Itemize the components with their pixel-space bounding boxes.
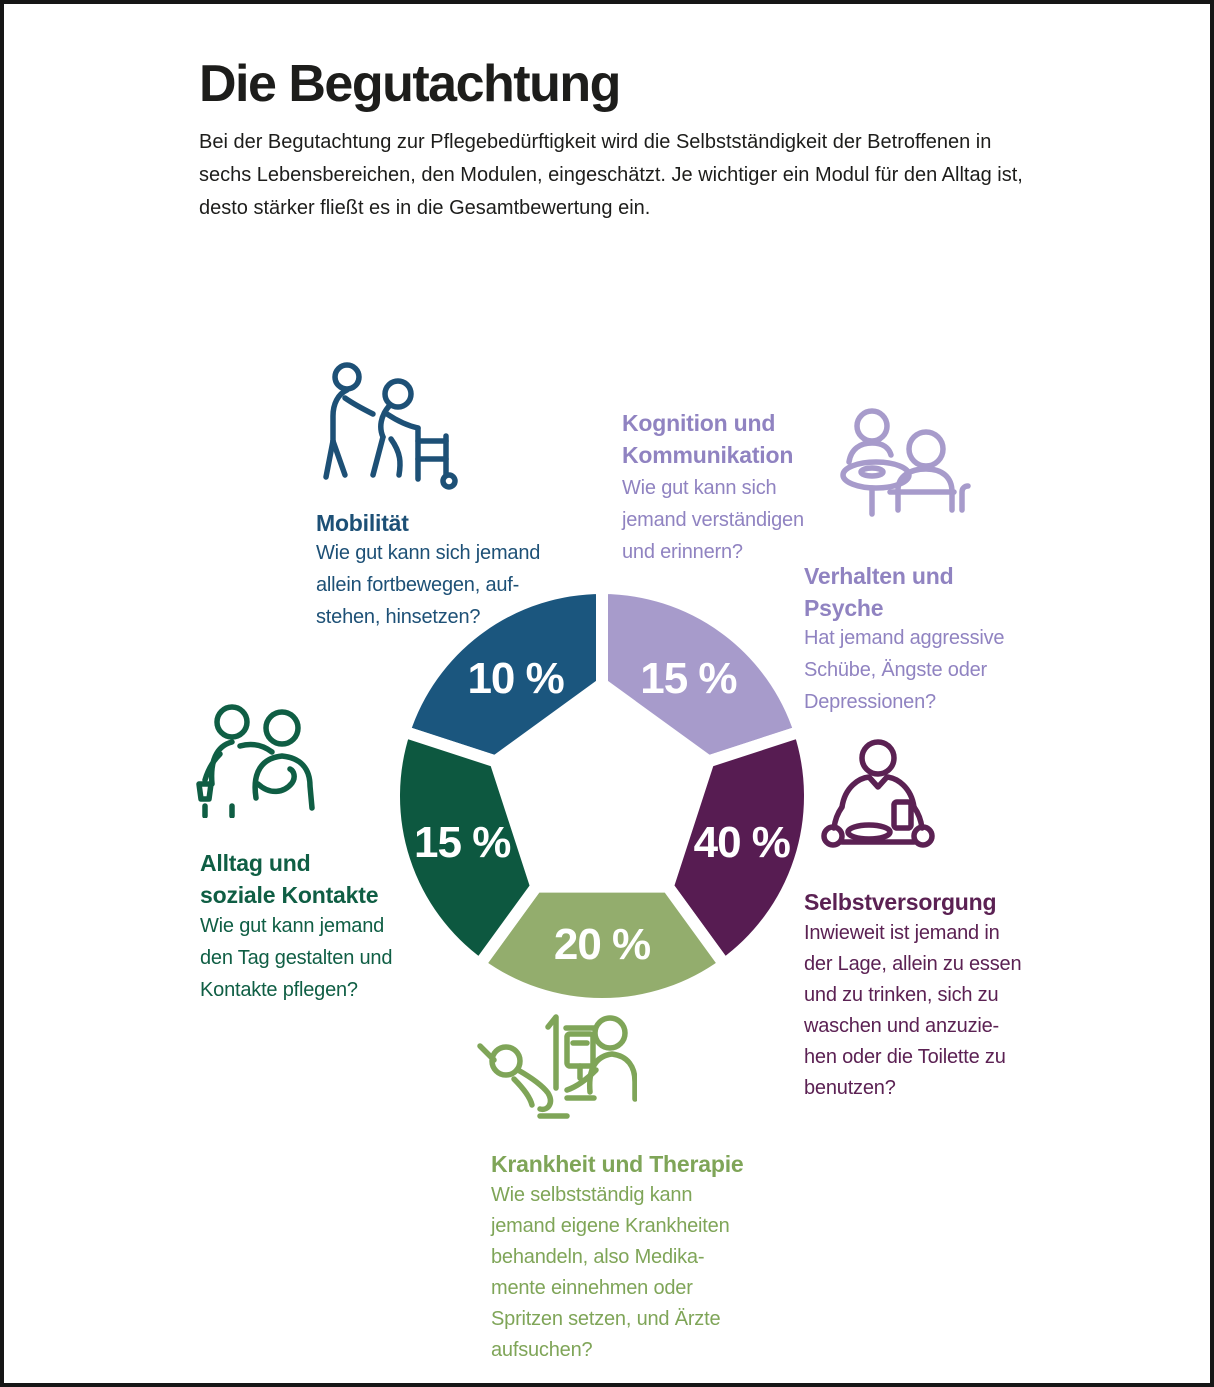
meal-tray-icon — [812, 737, 944, 867]
table-conversation-icon — [832, 404, 972, 532]
section-body-kognition: Wie gut kann sich jemand verständigen un… — [622, 477, 804, 563]
wheel-segment-krankheit — [473, 880, 731, 1011]
section-body-krankheit: Wie selbstständig kann jemand eigene Kra… — [491, 1184, 730, 1361]
walker-assist-icon — [312, 359, 464, 507]
wheel-label-selbstversorgung: 40 % — [694, 818, 790, 867]
section-body-verhalten: Hat jemand aggressive Schübe, Ängste ode… — [804, 627, 1005, 713]
wheel-label-kognition-verhalten: 15 % — [640, 654, 736, 703]
section-title-alltag: Alltag und soziale Kontakte — [200, 850, 379, 908]
intro-paragraph: Bei der Begutachtung zur Pflegebedürftig… — [199, 131, 1023, 219]
patient-iv-care-icon — [472, 1004, 637, 1134]
section-title-mobilitaet: Mobilität — [316, 510, 409, 536]
section-title-selbstversorgung: Selbstversorgung — [804, 889, 997, 915]
section-title-verhalten: Verhalten und Psyche — [804, 563, 954, 621]
wheel-segment-kognition-verhalten — [596, 582, 806, 768]
wheel-label-alltag: 15 % — [414, 818, 510, 867]
section-body-alltag: Wie gut kann jemand den Tag gestalten un… — [200, 915, 393, 1001]
module-wheel: 10 % 15 % 40 % 20 % 15 % — [388, 582, 816, 1011]
section-body-mobilitaet: Wie gut kann sich jemand allein fortbewe… — [316, 542, 541, 628]
page-title: Die Begutachtung — [199, 55, 621, 113]
section-body-selbstversorgung: Inwieweit ist jemand in der Lage, allein… — [804, 922, 1022, 1099]
wheel-segment-mobilitaet — [398, 582, 608, 768]
companions-icon — [190, 700, 330, 818]
section-title-kognition: Kognition und Kommunikation — [622, 410, 794, 468]
wheel-segment-alltag — [388, 725, 543, 971]
section-title-krankheit: Krankheit und Therapie — [491, 1151, 744, 1177]
wheel-segment-selbstversorgung — [661, 725, 816, 971]
wheel-label-krankheit: 20 % — [554, 920, 650, 969]
wheel-label-mobilitaet: 10 % — [467, 654, 563, 703]
